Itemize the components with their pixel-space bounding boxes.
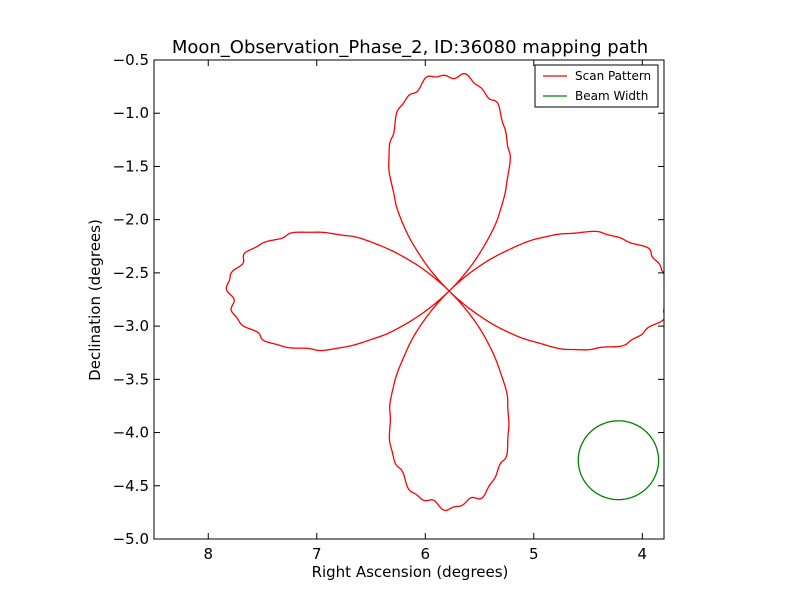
x-tick-label: 6 [421, 545, 431, 563]
beam-width-circle [577, 420, 660, 501]
scan-pattern-line [225, 72, 664, 512]
y-tick-label: −3.5 [113, 370, 149, 388]
y-tick-label: −2.5 [113, 264, 149, 282]
y-axis: −0.5 −1.0 −1.5 −2.0 −2.5 −3.0 −3.5 −4.0 −4.5 −5.0 [113, 51, 664, 548]
plot-frame [153, 59, 665, 540]
y-axis-label: Declination (degrees) [86, 219, 104, 381]
legend-label-scan-pattern: Scan Pattern [575, 69, 651, 83]
x-tick-label: 4 [638, 545, 648, 563]
x-tick-label: 5 [529, 545, 539, 563]
y-tick-label: −0.5 [113, 51, 149, 69]
y-tick-label: −3.0 [113, 317, 149, 335]
x-tick-label: 8 [203, 545, 213, 563]
y-tick-label: −2.0 [113, 211, 149, 229]
plot-area [153, 59, 665, 540]
chart-title: Moon_Observation_Phase_2, ID:36080 mappi… [172, 37, 648, 58]
x-tick-label: 7 [312, 545, 322, 563]
x-axis-label: Right Ascension (degrees) [312, 563, 509, 581]
y-tick-label: −1.0 [113, 104, 149, 122]
y-tick-label: −4.0 [113, 424, 149, 442]
y-tick-label: −1.5 [113, 157, 149, 175]
legend: Scan Pattern Beam Width [534, 64, 659, 108]
plot-background [154, 60, 664, 539]
y-tick-label: −5.0 [113, 530, 149, 548]
legend-box [534, 64, 659, 108]
legend-label-beam-width: Beam Width [575, 89, 648, 103]
y-tick-label: −4.5 [113, 477, 149, 495]
x-axis: 8 7 6 5 4 [203, 60, 647, 563]
